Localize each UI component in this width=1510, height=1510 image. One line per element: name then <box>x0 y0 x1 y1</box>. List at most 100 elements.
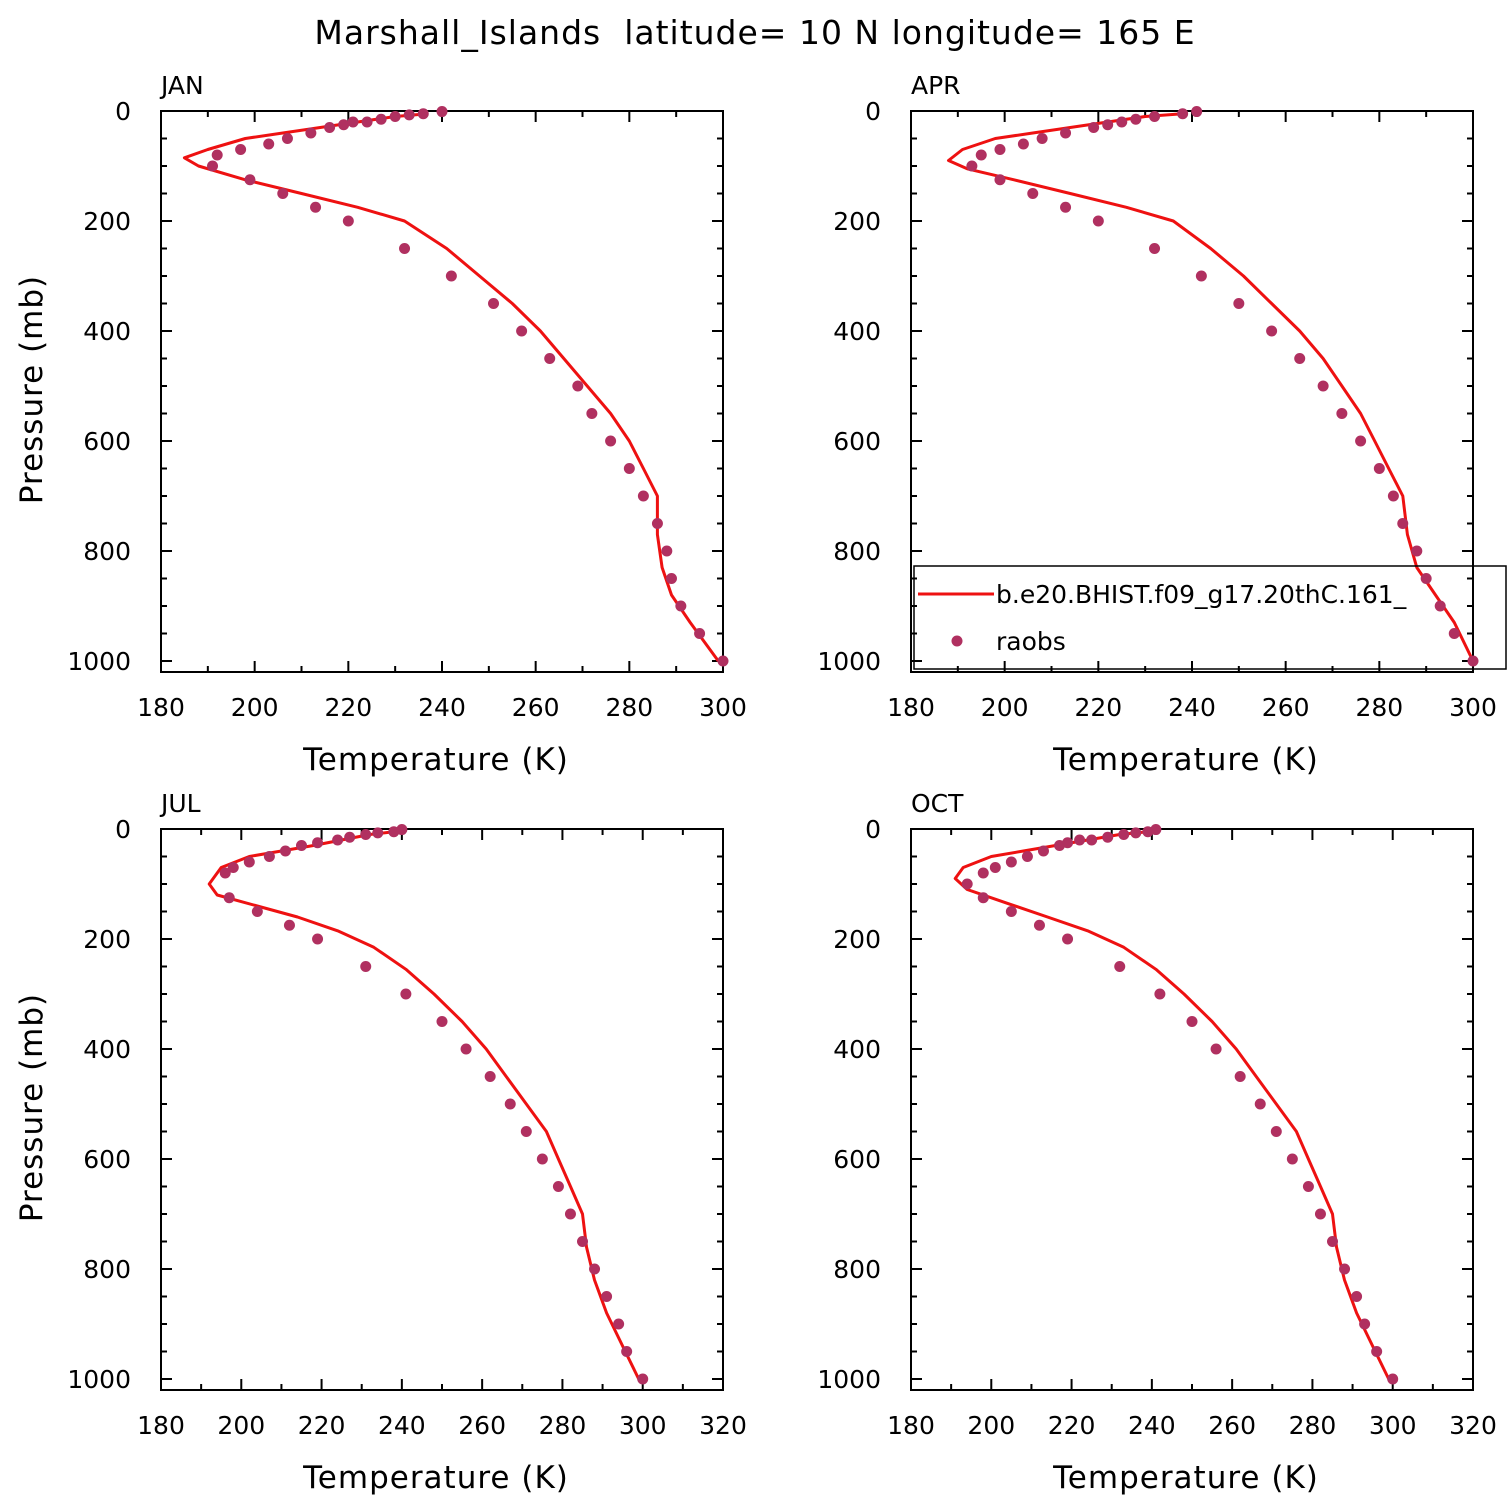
raobs-point <box>1302 1181 1314 1192</box>
raobs-point <box>445 270 457 282</box>
x-tick-label: 180 <box>137 1411 185 1440</box>
x-tick-label: 220 <box>1048 1411 1096 1440</box>
raobs-point <box>1086 834 1098 846</box>
raobs-point <box>277 188 289 199</box>
raobs-point <box>347 116 359 128</box>
y-tick-label: 1000 <box>67 647 131 676</box>
raobs-point <box>332 834 344 846</box>
x-tick-label: 320 <box>699 1411 747 1440</box>
x-tick-label: 260 <box>1262 693 1310 722</box>
raobs-point <box>281 133 293 144</box>
x-tick-label: 200 <box>967 1411 1015 1440</box>
raobs-point <box>1037 845 1049 857</box>
raobs-point <box>694 628 706 639</box>
raobs-point <box>388 826 400 838</box>
x-tick-label: 200 <box>231 693 279 722</box>
raobs-point <box>536 1153 548 1165</box>
raobs-point <box>1074 834 1086 846</box>
raobs-point <box>577 1236 588 1247</box>
raobs-point <box>403 109 415 121</box>
raobs-point <box>361 116 373 128</box>
raobs-point <box>436 106 448 118</box>
model-profile-line <box>207 830 641 1380</box>
raobs-point <box>1420 573 1432 584</box>
x-tick-label: 300 <box>1449 693 1497 722</box>
raobs-point <box>1314 1208 1326 1220</box>
raobs-point <box>572 380 584 392</box>
y-tick-label: 1000 <box>817 1365 881 1394</box>
raobs-point <box>338 119 350 131</box>
raobs-point <box>994 174 1006 186</box>
x-tick-label: 240 <box>1168 693 1216 722</box>
raobs-point <box>312 933 324 945</box>
raobs-point <box>1387 1373 1399 1385</box>
raobs-point <box>1195 270 1207 282</box>
raobs-point <box>601 1291 613 1302</box>
x-tick-label: 220 <box>1074 693 1122 722</box>
y-tick-label: 0 <box>115 815 131 844</box>
raobs-point <box>516 325 528 337</box>
raobs-point <box>324 122 336 133</box>
raobs-point <box>399 243 411 254</box>
raobs-point <box>544 353 556 364</box>
raobs-point <box>1294 353 1306 364</box>
raobs-point <box>263 138 275 150</box>
x-tick-label: 280 <box>1289 1411 1337 1440</box>
model-profile-line <box>953 830 1391 1380</box>
raobs-point <box>305 127 317 139</box>
raobs-point <box>243 856 255 868</box>
panel-label: APR <box>911 71 961 100</box>
raobs-point <box>1060 201 1072 213</box>
x-tick-label: 180 <box>137 693 185 722</box>
raobs-point <box>1116 116 1128 128</box>
x-tick-label: 200 <box>981 693 1029 722</box>
y-tick-label: 600 <box>833 1145 881 1174</box>
figure-title: Marshall_Islands latitude= 10 N longitud… <box>314 13 1195 52</box>
raobs-point <box>372 827 384 839</box>
raobs-point <box>994 144 1006 155</box>
y-tick-label: 1000 <box>817 647 881 676</box>
panel-jan: JAN 180 200 220 240 260 280 300 0 200 400 600 800 100… <box>14 71 747 778</box>
legend-box <box>913 565 1507 670</box>
model-profile-line <box>947 112 1475 662</box>
panel-label: JUL <box>159 789 201 818</box>
raobs-point <box>235 144 247 155</box>
panel-label: OCT <box>911 789 964 818</box>
panels: JAN 180 200 220 240 260 280 300 0 200 400 600 800 100… <box>14 71 1497 1496</box>
y-tick-label: 600 <box>83 427 131 456</box>
raobs-point <box>1060 127 1072 139</box>
raobs-point <box>219 867 231 879</box>
x-tick-label: 320 <box>1449 1411 1497 1440</box>
raobs-point <box>1005 856 1017 868</box>
raobs-point <box>1149 111 1161 122</box>
x-tick-label: 300 <box>699 693 747 722</box>
raobs-point <box>637 1373 649 1385</box>
raobs-point <box>1266 325 1278 337</box>
raobs-point <box>1054 840 1066 851</box>
raobs-point <box>484 1071 496 1082</box>
raobs-point <box>488 298 500 309</box>
raobs-point <box>1130 113 1142 125</box>
plot-frame <box>160 828 724 1391</box>
x-axis-title: Temperature (K) <box>302 1460 569 1496</box>
legend-dot-swatch <box>951 635 963 647</box>
x-tick-label: 280 <box>539 1411 587 1440</box>
raobs-point <box>400 988 412 1000</box>
raobs-point <box>1336 408 1348 419</box>
y-tick-label: 800 <box>83 1255 131 1284</box>
raobs-point <box>223 892 235 904</box>
raobs-point <box>310 201 322 213</box>
raobs-point <box>227 862 239 873</box>
y-tick-label: 400 <box>83 317 131 346</box>
y-tick-label: 400 <box>833 1035 881 1064</box>
raobs-point <box>1118 829 1130 840</box>
raobs-point <box>1102 831 1114 843</box>
raobs-point <box>520 1126 532 1137</box>
raobs-point <box>211 149 223 161</box>
panel-label: JAN <box>159 71 204 100</box>
x-axis-title: Temperature (K) <box>302 742 569 778</box>
raobs-point <box>417 108 429 120</box>
raobs-point <box>977 892 989 904</box>
raobs-point <box>360 829 372 840</box>
y-tick-label: 600 <box>833 427 881 456</box>
